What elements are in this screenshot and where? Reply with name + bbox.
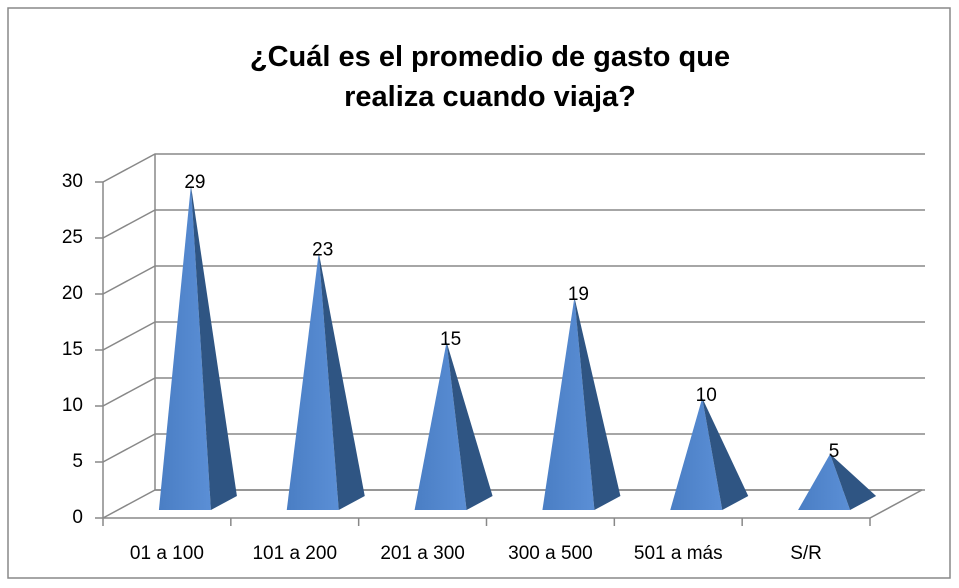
y-tick-label: 5 [72,451,83,472]
y-tick-label: 25 [62,227,83,248]
y-tick-label: 10 [62,395,83,416]
value-label: 29 [184,172,205,193]
grid-line [102,153,925,183]
grid-line [102,209,925,239]
x-tick-label: 201 a 300 [380,543,465,564]
pyramid-front [670,398,723,510]
grid-line [102,321,925,351]
grid-line [102,265,925,295]
pyramid-side [702,398,749,510]
pyramid-front [414,342,467,510]
y-tick-label: 20 [62,283,83,304]
grid-line [102,489,925,519]
pyramid-side [446,342,493,510]
value-label: 19 [568,284,589,305]
y-tick-label: 0 [72,507,83,528]
pyramid-front [542,297,595,510]
x-tick-label: 300 a 500 [508,543,593,564]
grid-line [102,377,925,407]
value-label: 15 [440,329,461,350]
grid-line [102,433,925,463]
pyramid-side [318,252,365,510]
y-tick-label: 15 [62,339,83,360]
pyramid-side [574,297,621,510]
pyramid-front [286,252,339,510]
title-line: ¿Cuál es el promedio de gasto que [250,41,730,73]
x-tick-label: 501 a más [634,543,723,564]
value-label: 23 [312,239,333,260]
pyramid-side [830,454,877,510]
value-label: 10 [696,385,717,406]
x-tick-label: S/R [790,543,822,564]
pyramid-front [158,185,211,510]
y-tick-label: 30 [62,171,83,192]
pyramid-side [190,185,237,510]
title-line: realiza cuando viaja? [344,81,636,113]
x-tick-label: 01 a 100 [130,543,204,564]
chart-title: ¿Cuál es el promedio de gasto que realiza… [250,41,730,113]
x-tick-label: 101 a 200 [252,543,337,564]
pyramid-front [798,454,851,510]
value-label: 5 [829,441,840,462]
